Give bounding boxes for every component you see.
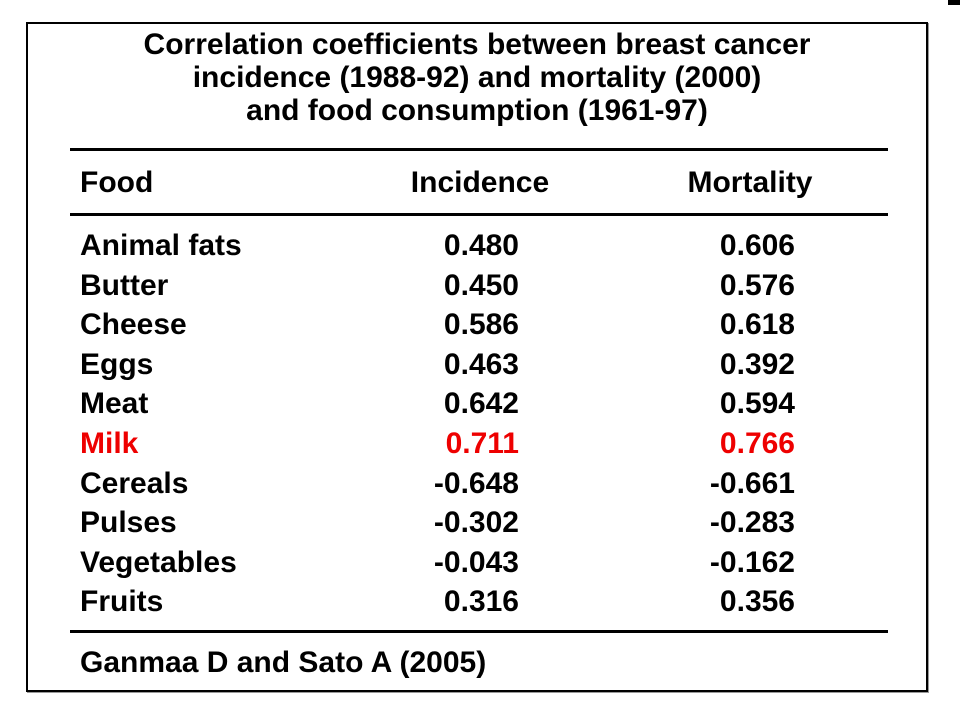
cell-incidence: -0.043 (433, 545, 519, 579)
table-header-row: Food Incidence Mortality (28, 156, 926, 209)
cell-mortality: -0.162 (709, 545, 795, 579)
table-row: Pulses -0.302 -0.283 (28, 503, 926, 543)
column-header-incidence: Incidence (410, 166, 550, 199)
cell-food: Fruits (80, 585, 164, 619)
title-line-2: incidence (1988-92) and mortality (2000) (192, 61, 762, 94)
table-row: Fruits 0.316 0.356 (28, 582, 926, 622)
divider-header (70, 213, 888, 216)
column-header-food: Food (80, 166, 154, 199)
cell-incidence: 0.711 (445, 426, 519, 460)
cell-mortality: 0.766 (719, 426, 795, 460)
cell-food: Cheese (80, 308, 187, 342)
cell-incidence: 0.316 (443, 585, 519, 619)
cell-food: Meat (80, 387, 149, 421)
cell-mortality: 0.356 (719, 585, 795, 619)
cell-mortality: 0.392 (719, 347, 795, 381)
cell-incidence: 0.586 (443, 308, 519, 342)
cell-incidence: 0.642 (443, 387, 519, 421)
title-line-1: Correlation coefficients between breast … (143, 28, 811, 61)
cell-mortality: 0.606 (719, 229, 795, 262)
slide-frame: Correlation coefficients between breast … (26, 22, 928, 692)
cell-food: Animal fats (80, 229, 242, 262)
table-row: Vegetables -0.043 -0.162 (28, 543, 926, 583)
cell-incidence: -0.648 (433, 466, 519, 500)
cell-mortality: -0.661 (709, 466, 795, 500)
table-row: Animal fats 0.480 0.606 (28, 226, 926, 266)
cell-food: Cereals (80, 466, 189, 500)
cell-food: Pulses (80, 506, 177, 540)
divider-top (70, 148, 888, 151)
citation: Ganmaa D and Sato A (2005) (80, 646, 487, 679)
cell-mortality: 0.576 (719, 268, 795, 302)
cell-mortality: -0.283 (709, 506, 795, 540)
table-row: Butter 0.450 0.576 (28, 266, 926, 306)
cell-food: Vegetables (80, 545, 237, 579)
cell-mortality: 0.594 (719, 387, 795, 421)
table-row: Cheese 0.586 0.618 (28, 305, 926, 345)
corner-artifact (948, 0, 960, 5)
table-row-highlighted: Milk 0.711 0.766 (28, 424, 926, 464)
table-row: Meat 0.642 0.594 (28, 384, 926, 424)
cell-food: Butter (80, 268, 169, 302)
cell-incidence: -0.302 (433, 506, 519, 540)
cell-incidence: 0.480 (443, 229, 519, 262)
table-row: Eggs 0.463 0.392 (28, 345, 926, 385)
cell-incidence: 0.463 (443, 347, 519, 381)
cell-mortality: 0.618 (719, 308, 795, 342)
divider-bottom (70, 630, 888, 633)
table-row: Cereals -0.648 -0.661 (28, 464, 926, 504)
title-line-3: and food consumption (1961-97) (246, 94, 708, 127)
page-title: Correlation coefficients between breast … (28, 28, 926, 127)
table-body: Animal fats 0.480 0.606 Butter 0.450 0.5… (28, 226, 926, 622)
cell-food: Milk (80, 426, 139, 460)
column-header-mortality: Mortality (687, 166, 813, 199)
cell-food: Eggs (80, 347, 154, 381)
cell-incidence: 0.450 (443, 268, 519, 302)
